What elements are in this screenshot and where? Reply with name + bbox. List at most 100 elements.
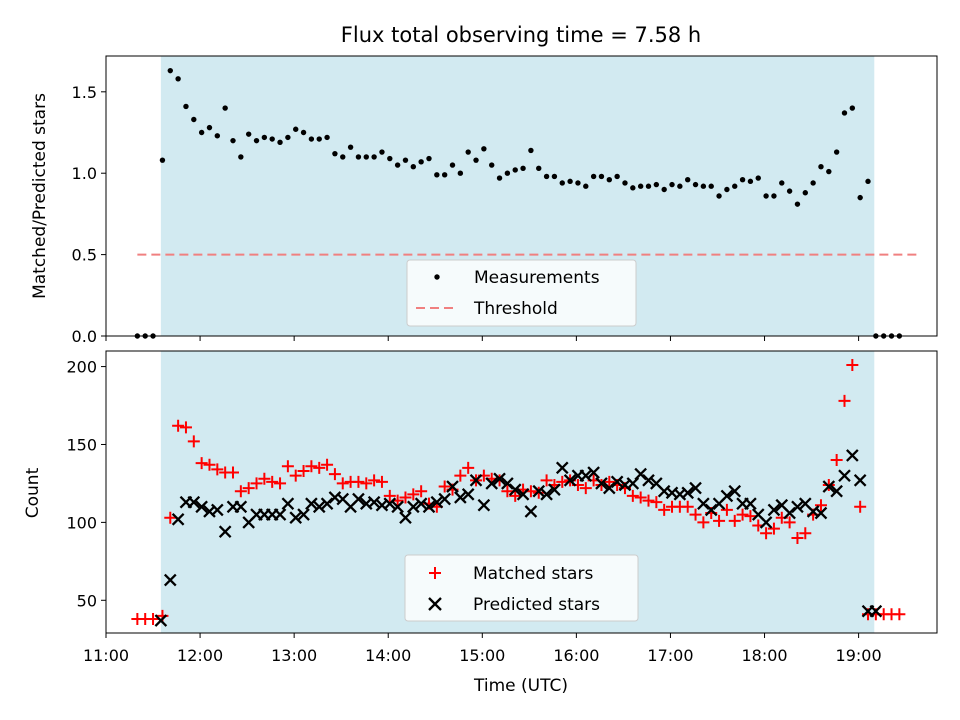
bottom-x-tick-label: 19:00 — [836, 646, 882, 665]
measurement-point — [394, 162, 401, 168]
measurement-point — [449, 162, 456, 168]
matched-star-point — [438, 480, 451, 493]
measurement-point — [567, 178, 573, 185]
matched-star-point — [697, 516, 710, 529]
measurement-point — [324, 134, 330, 141]
predicted-star-point — [595, 477, 608, 490]
matched-star-point — [854, 500, 867, 513]
predicted-star-point — [532, 484, 546, 498]
measurement-point — [794, 201, 801, 207]
measurement-point — [732, 183, 738, 189]
measurement-point — [285, 134, 291, 141]
predicted-star-point — [846, 449, 859, 462]
top-plot-frame — [105, 55, 938, 337]
measurement-point — [426, 155, 432, 162]
matched-star-point — [650, 496, 663, 509]
matched-star-point — [274, 477, 287, 490]
matched-star-point — [760, 527, 773, 540]
predicted-star-point — [540, 488, 553, 501]
measurement-point — [849, 105, 856, 111]
predicted-star-point — [791, 500, 804, 514]
predicted-star-point — [508, 483, 522, 496]
top-legend: Measurements Threshold — [406, 259, 637, 327]
top-y-axis-label: Matched/Predicted stars — [30, 93, 50, 299]
measurement-point — [551, 173, 558, 180]
legend-matched-marker — [429, 567, 441, 579]
measurement-point — [159, 157, 166, 163]
matched-star-point — [893, 608, 906, 621]
measurement-point — [387, 155, 393, 162]
predicted-star-point — [493, 472, 506, 486]
measurement-point — [653, 181, 660, 188]
matched-star-point — [744, 510, 757, 523]
matched-star-point — [713, 514, 726, 527]
matched-star-point — [658, 503, 671, 516]
measurement-point — [520, 165, 526, 172]
predicted-star-point — [555, 461, 569, 475]
matched-star-point — [281, 460, 294, 473]
matched-star-point — [634, 491, 647, 504]
matched-star-point — [305, 460, 318, 473]
predicted-star-point — [728, 484, 742, 498]
measurement-point — [214, 133, 221, 139]
bottom-panel: 50 100 150 200 11:00 12:00 13:00 14:00 15:00 16:… — [23, 350, 938, 696]
matched-star-point — [728, 514, 741, 527]
predicted-star-point — [297, 508, 310, 521]
predicted-star-point — [383, 497, 397, 510]
bottom-x-tick-label: 16:00 — [553, 646, 599, 665]
matched-star-point — [540, 474, 553, 487]
bottom-legend-box — [404, 554, 639, 622]
matched-star-point — [689, 508, 702, 521]
matched-star-point — [352, 475, 365, 488]
predicted-star-point — [289, 511, 303, 525]
matched-star-point — [211, 463, 224, 476]
top-y-tick-label: 0.0 — [72, 327, 97, 346]
measurement-point — [661, 186, 667, 193]
measurement-point — [802, 190, 808, 196]
bottom-y-tick-label: 200 — [66, 358, 97, 377]
measurement-point — [536, 165, 542, 172]
measurement-point — [316, 136, 322, 142]
measurement-point — [269, 136, 275, 142]
predicted-star-point — [461, 488, 475, 501]
matched-star-point — [509, 489, 522, 502]
matched-star-point — [830, 454, 843, 467]
predicted-star-point — [399, 511, 412, 525]
predicted-star-point — [305, 497, 318, 510]
matched-star-point — [258, 472, 271, 485]
predicted-star-point — [524, 505, 538, 518]
top-y-tick-label: 0.5 — [72, 246, 97, 265]
matched-star-point — [556, 475, 569, 488]
matched-star-point — [642, 494, 655, 507]
measurement-point — [771, 193, 777, 199]
predicted-star-point — [312, 500, 326, 514]
bottom-legend: Matched stars Predicted stars — [404, 554, 639, 622]
top-panel: 0.0 0.5 1.0 1.5 Flux total observing time =… — [30, 23, 938, 346]
predicted-star-point — [154, 614, 168, 627]
measurement-point — [637, 183, 644, 189]
matched-star-point — [838, 394, 851, 407]
measurement-point — [183, 103, 189, 110]
legend-threshold-label: Threshold — [473, 299, 558, 319]
predicted-star-point — [446, 480, 459, 493]
measurement-point — [261, 134, 268, 141]
legend-predicted-label: Predicted stars — [473, 595, 600, 615]
measurement-point — [645, 183, 652, 189]
measurement-point — [779, 180, 785, 186]
legend-predicted-marker — [428, 597, 442, 611]
matched-star-point — [266, 475, 279, 488]
bottom-y-tick-label: 150 — [66, 435, 97, 454]
matched-star-point — [462, 461, 475, 474]
predicted-star-point — [171, 512, 185, 526]
measurement-point — [402, 157, 409, 163]
top-y-tick-label: 1.5 — [72, 83, 97, 102]
matched-star-point — [328, 468, 341, 481]
legend-matched-label: Matched stars — [473, 564, 593, 584]
measurement-point — [206, 124, 213, 131]
predicted-star-point — [218, 525, 232, 539]
predicted-star-point — [352, 492, 365, 506]
x-axis-label: Time (UTC) — [473, 676, 568, 696]
measurement-point — [198, 129, 205, 136]
measurement-point — [253, 137, 260, 144]
